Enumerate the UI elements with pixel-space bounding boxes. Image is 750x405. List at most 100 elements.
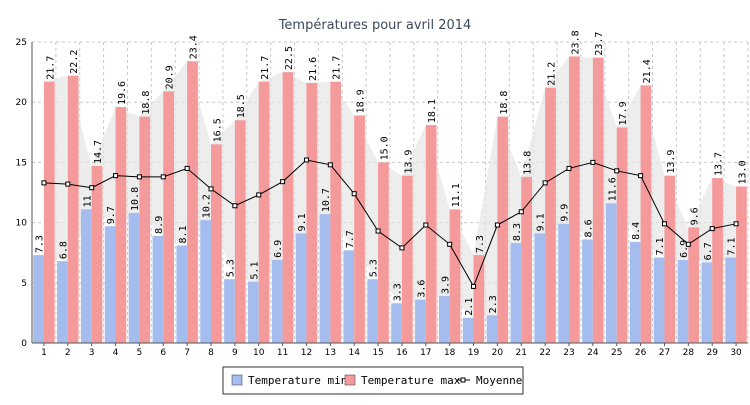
point-moyenne: [256, 192, 262, 198]
point-moyenne: [89, 185, 95, 191]
y-tick-label: 0: [21, 339, 27, 349]
data-label-max: 16.5: [212, 118, 223, 142]
point-moyenne: [447, 241, 453, 247]
bar-temperature-min: [629, 241, 641, 343]
point-moyenne: [614, 168, 620, 174]
point-moyenne: [303, 157, 309, 163]
data-label-min: 5.3: [225, 259, 236, 277]
point-moyenne: [590, 159, 596, 165]
data-label-max: 9.6: [690, 207, 701, 225]
x-tick-label: 15: [372, 348, 383, 358]
x-tick-label: 9: [232, 348, 238, 358]
bar-temperature-max: [473, 255, 485, 343]
data-label-min: 8.4: [631, 222, 642, 240]
bar-temperature-min: [128, 212, 140, 343]
point-moyenne: [327, 162, 333, 168]
data-label-max: 21.7: [45, 56, 56, 80]
point-moyenne: [184, 165, 190, 171]
x-tick-label: 18: [444, 348, 456, 358]
bar-temperature-max: [545, 87, 556, 343]
point-moyenne: [375, 228, 381, 234]
data-label-max: 13.9: [666, 150, 677, 174]
bar-temperature-max: [43, 81, 55, 344]
x-tick-label: 28: [683, 348, 695, 358]
data-label-max: 19.6: [117, 81, 128, 105]
y-tick-label: 20: [16, 98, 28, 108]
bar-temperature-min: [653, 257, 665, 343]
data-label-max: 21.4: [642, 59, 653, 83]
bar-temperature-min: [33, 255, 44, 343]
x-tick-label: 7: [184, 348, 190, 358]
data-label-min: 3.6: [416, 280, 427, 298]
bar-temperature-min: [295, 233, 307, 343]
x-tick-label: 14: [348, 348, 360, 358]
point-moyenne: [661, 221, 667, 227]
bar-temperature-max: [67, 75, 79, 343]
line-moyenne: [43, 159, 737, 288]
min-max-range-area: [43, 56, 737, 318]
data-label-max: 13.8: [523, 151, 534, 175]
data-label-min: 3.3: [393, 283, 404, 301]
point-moyenne: [685, 241, 691, 247]
bar-temperature-max: [497, 116, 509, 343]
point-moyenne: [41, 180, 47, 186]
y-tick-label: 25: [16, 38, 27, 48]
data-label-min: 8.3: [512, 223, 523, 241]
bar-temperature-max: [139, 116, 151, 343]
point-moyenne: [113, 173, 119, 179]
point-moyenne: [709, 226, 715, 232]
data-label-min: 2.1: [464, 298, 475, 316]
bar-temperature-max: [616, 127, 628, 343]
bar-temperature-max: [712, 178, 723, 343]
data-label-min: 11.6: [607, 177, 618, 201]
data-label-max: 13.9: [403, 150, 414, 174]
data-label-min: 7.7: [345, 230, 356, 248]
x-tick-label: 3: [89, 348, 95, 358]
bar-temperature-min: [57, 261, 68, 343]
data-label-max: 18.1: [427, 99, 438, 123]
bar-temperature-min: [391, 303, 402, 343]
point-moyenne: [208, 186, 214, 192]
bar-temperature-min: [247, 281, 259, 343]
data-label-min: 11: [82, 195, 93, 207]
x-tick-label: 25: [611, 348, 622, 358]
bar-temperature-max: [401, 175, 413, 343]
x-tick-label: 2: [65, 348, 71, 358]
data-label-min: 10.2: [202, 194, 213, 218]
bar-temperature-min: [367, 279, 379, 343]
bar-temperature-min: [176, 245, 188, 343]
legend-box: [222, 366, 524, 395]
x-tick-label: 10: [253, 348, 265, 358]
y-tick-label: 5: [21, 279, 27, 289]
bar-temperature-min: [271, 259, 283, 343]
x-tick-label: 21: [516, 348, 527, 358]
bar-temperature-max: [736, 186, 747, 343]
point-moyenne: [136, 174, 142, 180]
bar-temperature-min: [462, 317, 474, 343]
y-tick-label: 10: [16, 219, 28, 229]
data-label-max: 23.7: [594, 32, 605, 56]
data-label-min: 6.9: [273, 240, 284, 258]
x-tick-label: 6: [160, 348, 166, 358]
point-moyenne: [232, 203, 238, 209]
data-label-max: 13.7: [714, 152, 725, 176]
bar-temperature-min: [510, 243, 522, 343]
x-tick-label: 13: [325, 348, 336, 358]
point-moyenne: [160, 174, 166, 180]
bar-temperature-min: [725, 257, 737, 343]
bar-temperature-min: [534, 233, 546, 343]
data-label-min: 8.9: [154, 216, 165, 234]
point-moyenne: [566, 165, 572, 171]
legend-marker-moyenne: [460, 377, 466, 383]
data-label-min: 9.7: [106, 206, 117, 224]
bar-temperature-max: [115, 107, 127, 344]
bar-temperature-max: [91, 166, 103, 343]
bar-temperature-min: [224, 279, 235, 343]
data-label-min: 6.8: [58, 241, 69, 259]
legend-label-moyenne: Moyenne: [476, 374, 522, 387]
data-label-max: 7.3: [475, 235, 486, 253]
x-tick-label: 16: [396, 348, 408, 358]
line-layer: [41, 157, 739, 289]
